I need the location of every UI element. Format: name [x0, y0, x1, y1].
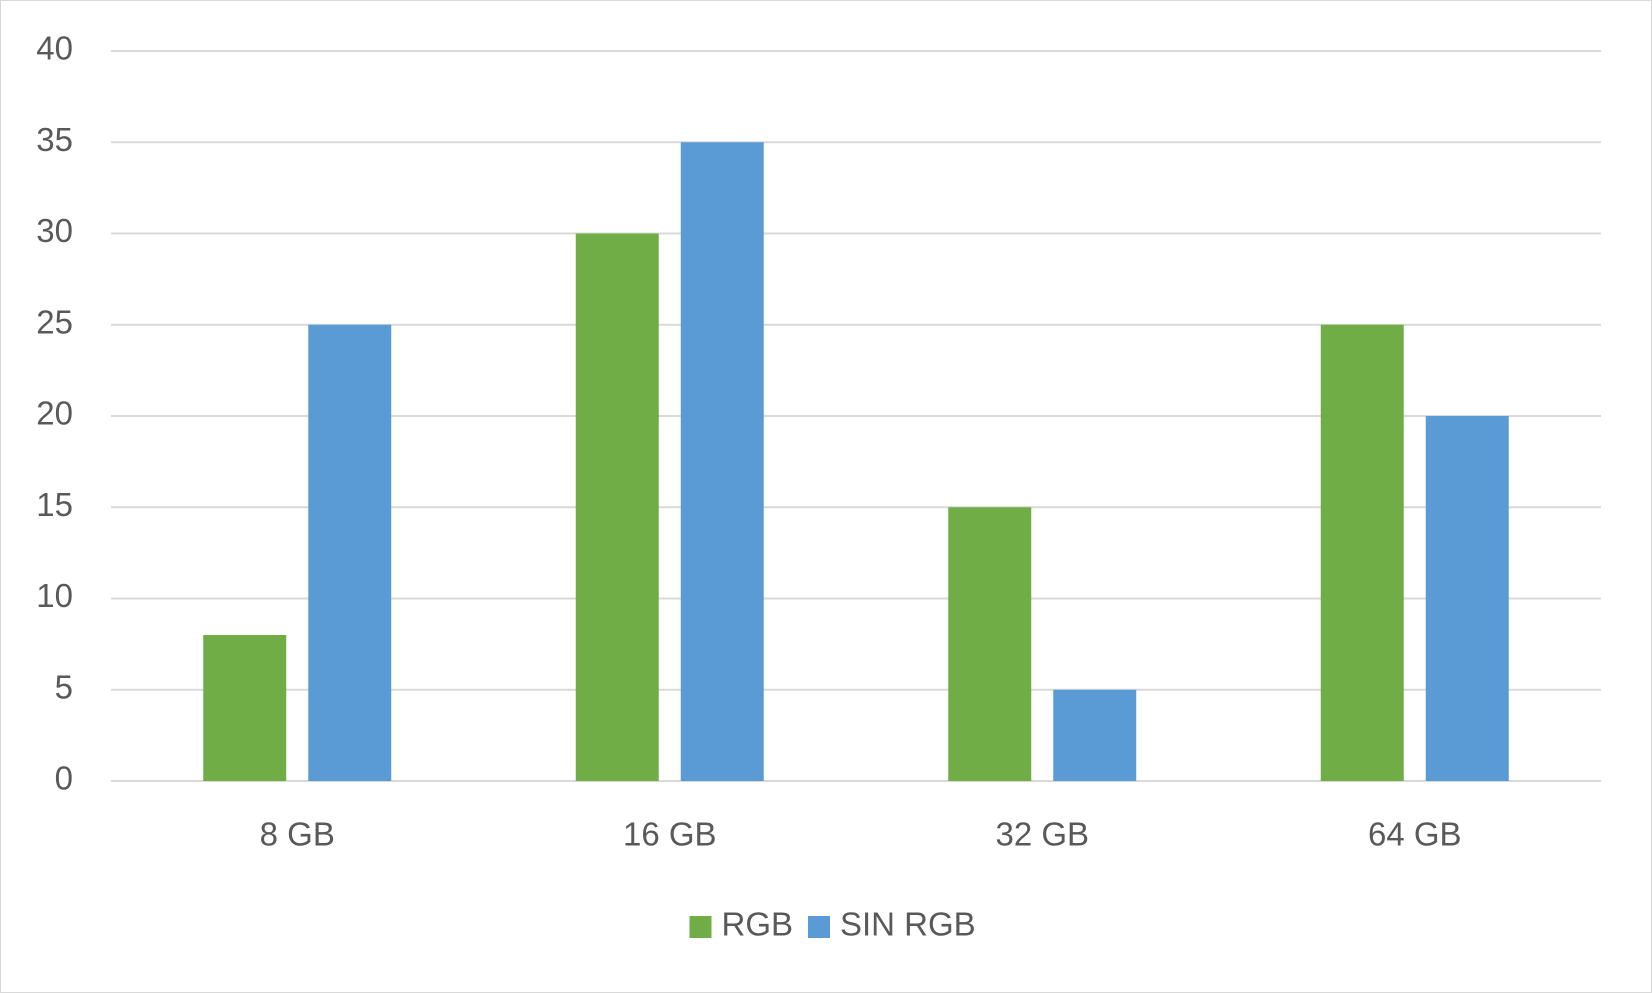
y-tick-label: 35 [36, 121, 73, 158]
legend: RGB SIN RGB [689, 906, 976, 943]
x-axis-ticks: 8 GB 16 GB 32 GB 64 GB [260, 816, 1462, 853]
legend-swatch [689, 916, 712, 938]
y-tick-label: 40 [36, 30, 73, 67]
y-tick-label: 0 [55, 760, 73, 797]
legend-label: SIN RGB [840, 906, 976, 943]
x-tick-label: 32 GB [995, 816, 1089, 853]
y-tick-label: 5 [55, 668, 73, 705]
x-tick-label: 8 GB [260, 816, 335, 853]
bar-sin-rgb-16-gb [680, 142, 764, 781]
y-tick-label: 25 [36, 303, 73, 340]
bar-sin-rgb-32-gb [1053, 689, 1137, 781]
legend-label: RGB [722, 906, 794, 943]
y-axis-ticks: 0 5 10 15 20 25 30 35 40 [36, 30, 73, 797]
y-tick-label: 20 [36, 395, 73, 432]
bar-rgb-16-gb [575, 233, 659, 781]
bar-rgb-8-gb [203, 635, 287, 781]
bar-rgb-32-gb [948, 507, 1032, 781]
bars [203, 142, 1509, 781]
y-tick-label: 10 [36, 577, 73, 614]
legend-swatch [808, 916, 830, 938]
x-tick-label: 64 GB [1368, 816, 1462, 853]
x-tick-label: 16 GB [623, 816, 717, 853]
bar-sin-rgb-8-gb [308, 324, 392, 781]
y-tick-label: 15 [36, 486, 73, 523]
bar-rgb-64-gb [1320, 324, 1404, 781]
y-tick-label: 30 [36, 212, 73, 249]
bar-sin-rgb-64-gb [1425, 416, 1509, 781]
